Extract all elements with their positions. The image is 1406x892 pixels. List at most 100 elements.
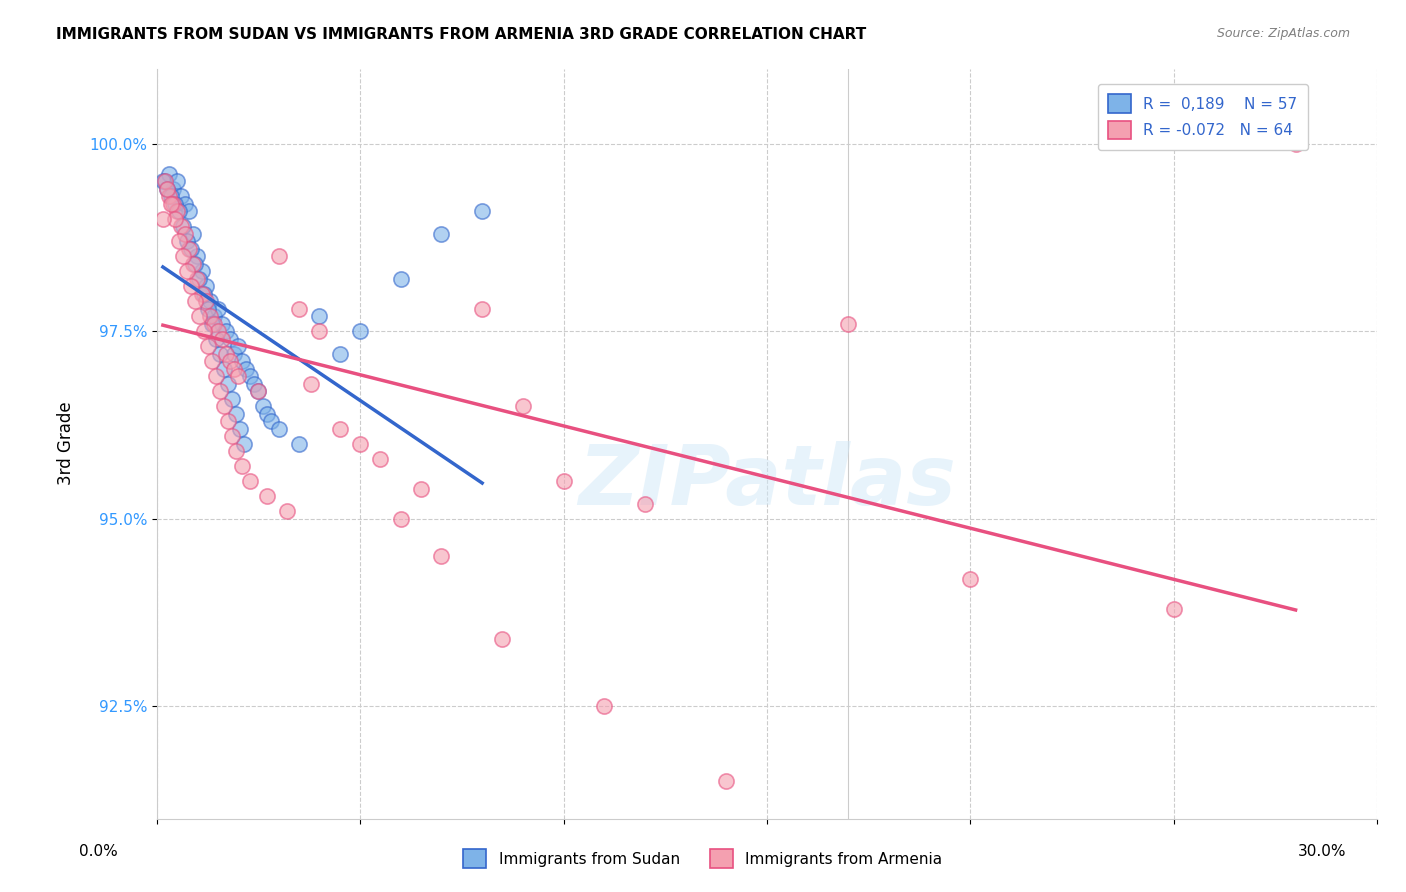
Immigrants from Sudan: [225, 407, 247, 421]
Immigrants from Sudan: [152, 174, 174, 188]
Immigrants from Armenia: [153, 174, 176, 188]
Immigrants from Armenia: [370, 451, 392, 466]
Immigrants from Armenia: [217, 414, 239, 428]
Immigrants from Armenia: [202, 317, 225, 331]
Immigrants from Armenia: [179, 242, 201, 256]
Immigrants from Armenia: [198, 309, 221, 323]
Immigrants from Sudan: [194, 279, 217, 293]
Immigrants from Sudan: [179, 204, 201, 219]
Immigrants from Armenia: [389, 511, 412, 525]
Immigrants from Sudan: [260, 414, 283, 428]
Immigrants from Armenia: [276, 504, 298, 518]
Immigrants from Sudan: [233, 436, 256, 450]
Immigrants from Sudan: [202, 309, 225, 323]
Immigrants from Armenia: [176, 264, 198, 278]
Legend: R =  0,189    N = 57, R = -0.072   N = 64: R = 0,189 N = 57, R = -0.072 N = 64: [1098, 84, 1309, 150]
Immigrants from Sudan: [201, 317, 224, 331]
Immigrants from Armenia: [188, 309, 211, 323]
Text: 30.0%: 30.0%: [1298, 845, 1346, 859]
Immigrants from Armenia: [160, 196, 183, 211]
Immigrants from Armenia: [156, 181, 179, 195]
Immigrants from Sudan: [172, 219, 194, 233]
Text: 0.0%: 0.0%: [79, 845, 118, 859]
Immigrants from Sudan: [157, 167, 180, 181]
Immigrants from Sudan: [204, 332, 226, 346]
Immigrants from Armenia: [553, 474, 575, 488]
Immigrants from Sudan: [252, 399, 274, 413]
Immigrants from Sudan: [188, 271, 211, 285]
Immigrants from Sudan: [162, 181, 184, 195]
Immigrants from Armenia: [190, 286, 212, 301]
Immigrants from Armenia: [215, 346, 238, 360]
Immigrants from Sudan: [231, 354, 253, 368]
Immigrants from Armenia: [165, 211, 187, 226]
Immigrants from Sudan: [193, 286, 215, 301]
Immigrants from Armenia: [231, 459, 253, 474]
Y-axis label: 3rd Grade: 3rd Grade: [58, 401, 75, 485]
Immigrants from Armenia: [1163, 601, 1185, 615]
Immigrants from Sudan: [308, 309, 330, 323]
Immigrants from Sudan: [229, 421, 252, 435]
Immigrants from Armenia: [225, 444, 247, 458]
Immigrants from Sudan: [186, 249, 208, 263]
Immigrants from Sudan: [208, 346, 231, 360]
Immigrants from Armenia: [256, 489, 278, 503]
Immigrants from Armenia: [212, 399, 235, 413]
Immigrants from Armenia: [183, 256, 205, 270]
Immigrants from Armenia: [207, 324, 229, 338]
Immigrants from Armenia: [193, 324, 215, 338]
Immigrants from Sudan: [174, 196, 197, 211]
Text: IMMIGRANTS FROM SUDAN VS IMMIGRANTS FROM ARMENIA 3RD GRADE CORRELATION CHART: IMMIGRANTS FROM SUDAN VS IMMIGRANTS FROM…: [56, 27, 866, 42]
Immigrants from Sudan: [226, 339, 249, 353]
Immigrants from Sudan: [197, 301, 219, 316]
Immigrants from Sudan: [329, 346, 352, 360]
Immigrants from Sudan: [217, 376, 239, 391]
Immigrants from Armenia: [430, 549, 453, 563]
Immigrants from Sudan: [153, 174, 176, 188]
Immigrants from Sudan: [288, 436, 311, 450]
Immigrants from Armenia: [959, 572, 981, 586]
Immigrants from Sudan: [256, 407, 278, 421]
Immigrants from Armenia: [239, 474, 262, 488]
Text: ZIPatlas: ZIPatlas: [578, 441, 956, 522]
Immigrants from Armenia: [172, 249, 194, 263]
Immigrants from Sudan: [167, 204, 190, 219]
Immigrants from Sudan: [243, 376, 266, 391]
Immigrants from Armenia: [204, 369, 226, 384]
Immigrants from Armenia: [152, 211, 174, 226]
Immigrants from Sudan: [198, 294, 221, 309]
Immigrants from Sudan: [166, 174, 188, 188]
Immigrants from Sudan: [247, 384, 270, 398]
Immigrants from Armenia: [634, 497, 657, 511]
Immigrants from Sudan: [219, 332, 242, 346]
Immigrants from Armenia: [837, 317, 859, 331]
Immigrants from Sudan: [165, 196, 187, 211]
Immigrants from Armenia: [288, 301, 311, 316]
Immigrants from Armenia: [180, 279, 202, 293]
Immigrants from Sudan: [221, 392, 243, 406]
Immigrants from Armenia: [411, 482, 433, 496]
Immigrants from Armenia: [211, 332, 233, 346]
Immigrants from Sudan: [212, 361, 235, 376]
Immigrants from Armenia: [329, 421, 352, 435]
Immigrants from Armenia: [197, 339, 219, 353]
Immigrants from Armenia: [299, 376, 322, 391]
Immigrants from Armenia: [247, 384, 270, 398]
Immigrants from Armenia: [208, 384, 231, 398]
Immigrants from Sudan: [349, 324, 371, 338]
Immigrants from Armenia: [593, 699, 616, 714]
Immigrants from Sudan: [389, 271, 412, 285]
Immigrants from Armenia: [167, 234, 190, 248]
Immigrants from Armenia: [166, 204, 188, 219]
Immigrants from Sudan: [215, 324, 238, 338]
Immigrants from Sudan: [184, 256, 207, 270]
Immigrants from Armenia: [186, 271, 208, 285]
Immigrants from Armenia: [226, 369, 249, 384]
Immigrants from Sudan: [207, 301, 229, 316]
Immigrants from Sudan: [183, 227, 205, 241]
Immigrants from Sudan: [430, 227, 453, 241]
Immigrants from Armenia: [1284, 136, 1306, 151]
Immigrants from Sudan: [239, 369, 262, 384]
Immigrants from Armenia: [184, 294, 207, 309]
Immigrants from Armenia: [491, 632, 513, 646]
